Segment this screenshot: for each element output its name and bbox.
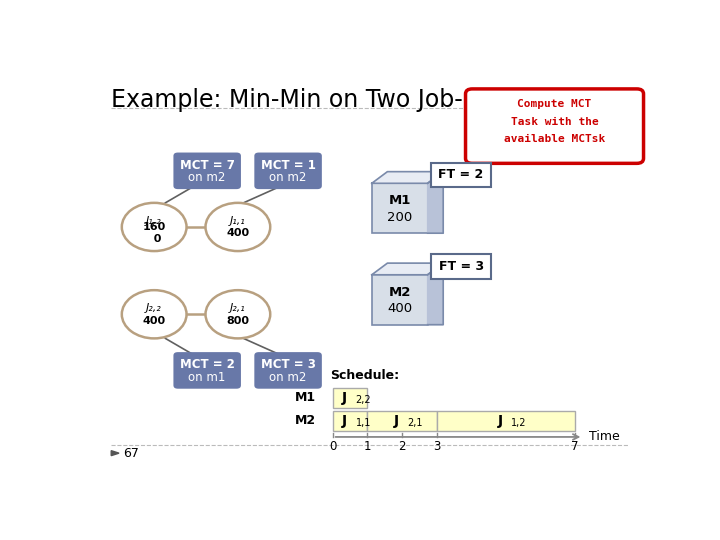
FancyBboxPatch shape <box>254 352 322 389</box>
Text: on m2: on m2 <box>189 171 226 184</box>
Text: Example: Min-Min on Two Job-Chains: Example: Min-Min on Two Job-Chains <box>111 87 543 112</box>
Circle shape <box>205 290 270 339</box>
FancyBboxPatch shape <box>431 163 490 187</box>
Text: 1: 1 <box>364 440 371 453</box>
Text: J₂,₂: J₂,₂ <box>146 303 162 313</box>
Polygon shape <box>372 263 444 275</box>
Text: MCT = 1: MCT = 1 <box>261 159 315 172</box>
Text: J₁,₂: J₁,₂ <box>146 215 162 226</box>
Text: Task with the: Task with the <box>510 117 598 127</box>
Text: 1,1: 1,1 <box>356 418 371 428</box>
Text: MCT = 7: MCT = 7 <box>180 159 235 172</box>
Polygon shape <box>428 263 444 325</box>
Text: 0: 0 <box>329 440 336 453</box>
Text: 200: 200 <box>387 211 413 224</box>
Text: MCT = 2: MCT = 2 <box>180 358 235 371</box>
FancyBboxPatch shape <box>436 411 575 431</box>
Text: 7: 7 <box>571 440 579 453</box>
Text: 67: 67 <box>124 447 140 460</box>
Text: 2,2: 2,2 <box>356 395 372 406</box>
Text: 1,2: 1,2 <box>511 418 527 428</box>
Text: Schedule:: Schedule: <box>330 369 399 382</box>
Circle shape <box>122 290 186 339</box>
Text: J: J <box>342 414 347 428</box>
Text: 160
  0: 160 0 <box>143 222 166 244</box>
Text: J₂,₁: J₂,₁ <box>230 303 246 313</box>
Text: available MCTsk: available MCTsk <box>504 134 606 144</box>
Text: MCT = 3: MCT = 3 <box>261 358 315 371</box>
Text: M2: M2 <box>295 414 316 427</box>
Text: J₁,₁: J₁,₁ <box>230 215 246 226</box>
Polygon shape <box>428 172 444 233</box>
Text: J: J <box>394 414 399 428</box>
Circle shape <box>122 203 186 251</box>
FancyBboxPatch shape <box>333 388 367 408</box>
Text: 2: 2 <box>398 440 405 453</box>
Text: J: J <box>498 414 503 428</box>
Text: M1: M1 <box>295 392 316 404</box>
Text: M2: M2 <box>389 286 411 299</box>
Text: on m2: on m2 <box>269 370 307 383</box>
Text: FT = 2: FT = 2 <box>438 168 484 181</box>
FancyBboxPatch shape <box>372 183 428 233</box>
FancyBboxPatch shape <box>254 152 322 189</box>
Text: 3: 3 <box>433 440 440 453</box>
FancyBboxPatch shape <box>431 254 490 279</box>
Text: on m2: on m2 <box>269 171 307 184</box>
FancyBboxPatch shape <box>466 89 644 163</box>
Text: 800: 800 <box>226 315 249 326</box>
Polygon shape <box>372 172 444 183</box>
Text: on m1: on m1 <box>189 370 226 383</box>
Text: 400: 400 <box>143 315 166 326</box>
FancyBboxPatch shape <box>333 411 367 431</box>
Text: Compute MCT: Compute MCT <box>518 99 592 109</box>
Circle shape <box>205 203 270 251</box>
Text: 400: 400 <box>387 302 413 315</box>
Text: J: J <box>342 391 347 405</box>
FancyBboxPatch shape <box>174 152 241 189</box>
Text: FT = 3: FT = 3 <box>438 260 484 273</box>
FancyBboxPatch shape <box>367 411 436 431</box>
Text: Time: Time <box>589 430 620 443</box>
Text: 400: 400 <box>226 228 249 238</box>
FancyBboxPatch shape <box>372 275 428 325</box>
Polygon shape <box>111 451 119 456</box>
Text: 2,1: 2,1 <box>408 418 423 428</box>
Text: M1: M1 <box>389 194 411 207</box>
FancyBboxPatch shape <box>174 352 241 389</box>
